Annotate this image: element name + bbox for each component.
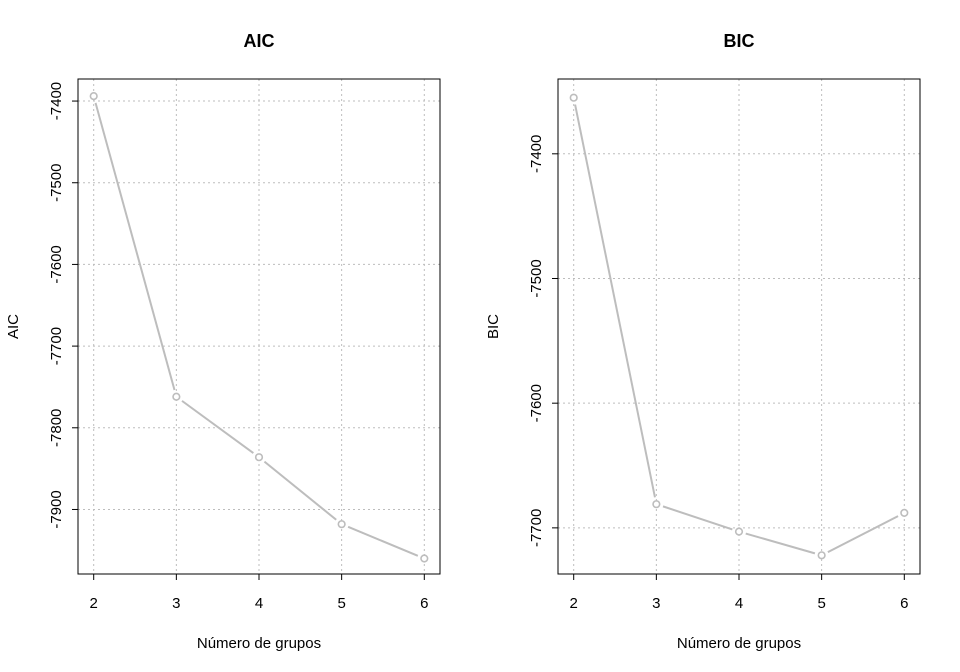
x-tick-label: 5	[817, 595, 825, 612]
aic-panel: 2 3 4 5 6 -7400 -7500 -7600 -7700 -7800 -7900 AIC Nú…	[5, 31, 441, 652]
y-tick-label: -7400	[48, 82, 65, 120]
y-tick-label: -7400	[528, 135, 545, 173]
data-point	[172, 392, 181, 401]
data-point	[734, 527, 744, 536]
x-tick-label: 2	[570, 595, 578, 612]
y-tick-label: -7700	[48, 327, 65, 365]
y-tick-label: -7500	[528, 259, 545, 297]
series-line-segment	[263, 460, 337, 521]
y-tick-label: -7700	[528, 509, 545, 547]
bic-panel: 2 3 4 5 6 -7400 -7500 -7600 -7700 BIC Número de gr…	[485, 31, 921, 652]
series-line-segment	[347, 525, 419, 557]
series-line-segment	[827, 515, 899, 553]
y-axis-label: AIC	[5, 314, 22, 339]
x-tick-label: 2	[90, 595, 98, 612]
data-point	[652, 500, 661, 509]
x-axis-label: Número de grupos	[197, 635, 321, 652]
x-tick-label: 3	[172, 595, 180, 612]
series-line-segment	[181, 400, 254, 454]
series-line-segment	[94, 102, 176, 391]
x-tick-label: 6	[900, 595, 908, 612]
series-line-segment	[662, 505, 733, 531]
x-tick-label: 5	[337, 595, 345, 612]
x-axis-label: Número de grupos	[677, 635, 801, 652]
y-tick-label: -7900	[48, 490, 65, 528]
y-tick-label: -7800	[48, 409, 65, 447]
y-tick-label: -7600	[528, 384, 545, 422]
y-tick-label: -7600	[48, 245, 65, 283]
series-line-segment	[574, 104, 656, 498]
x-tick-label: 6	[420, 595, 428, 612]
data-point	[337, 520, 346, 529]
data-point	[420, 554, 429, 563]
x-tick-label: 4	[735, 595, 743, 612]
data-point	[900, 508, 909, 518]
data-point	[254, 453, 264, 462]
series-line-segment	[745, 532, 816, 555]
x-tick-label: 3	[652, 595, 660, 612]
y-tick-label: -7500	[48, 164, 65, 202]
chart-title: BIC	[724, 31, 755, 51]
data-point	[569, 93, 578, 102]
chart-title: AIC	[244, 31, 275, 51]
y-axis-label: BIC	[485, 314, 502, 339]
data-point	[89, 92, 98, 101]
data-point	[817, 551, 826, 560]
x-tick-label: 4	[255, 595, 263, 612]
